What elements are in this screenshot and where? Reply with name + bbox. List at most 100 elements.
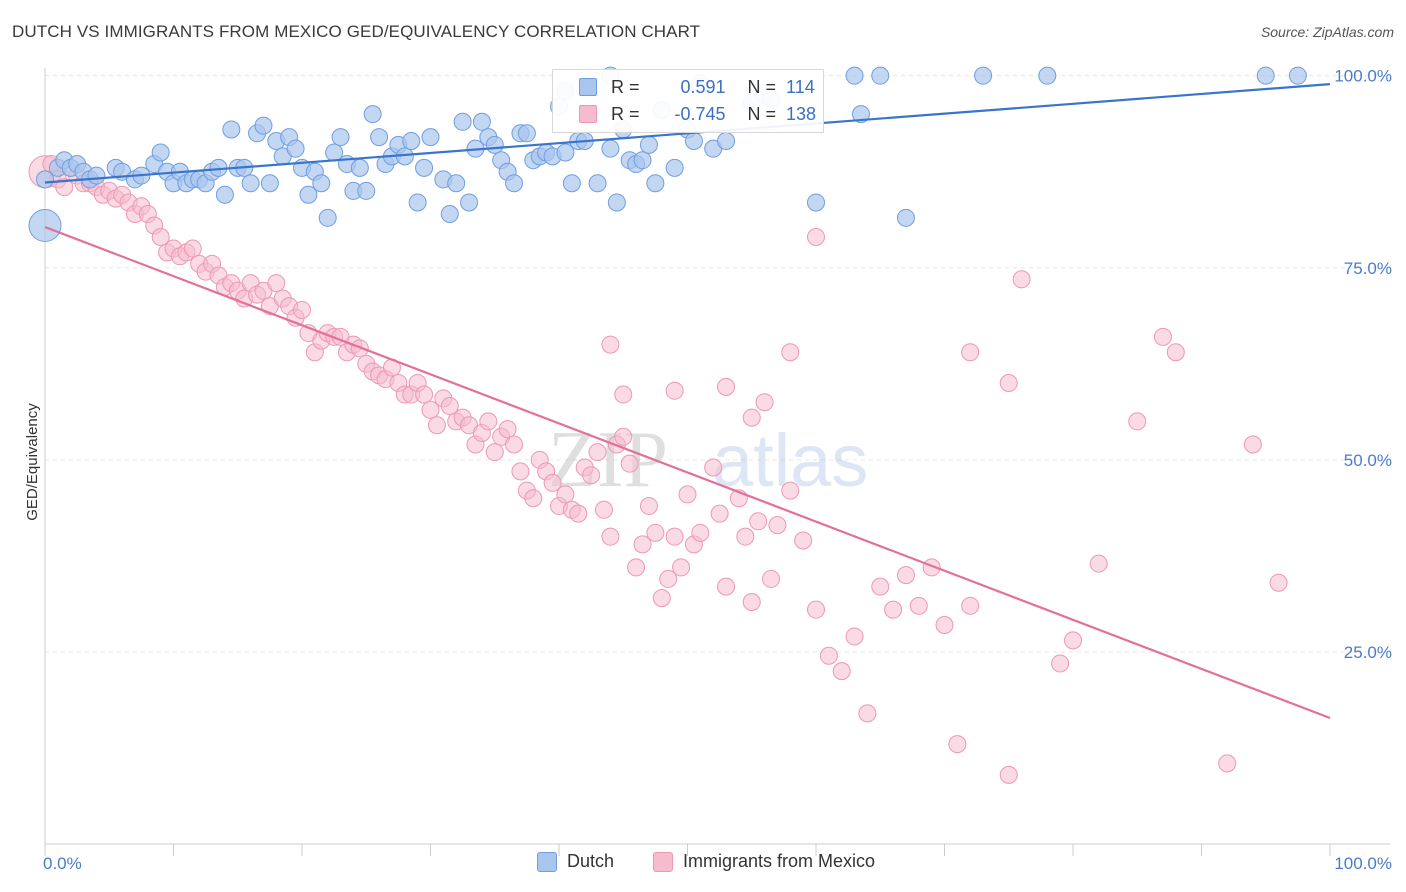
dutch-point [453,112,472,131]
dutch-point [807,193,825,212]
dutch-point [286,139,305,158]
mexico-point [498,420,517,439]
dutch-point [241,174,260,193]
mexico-point [511,462,530,481]
dutch-point [312,174,331,193]
trend-lines [44,83,1331,720]
axes [44,68,1390,856]
mexico-point [556,485,575,504]
mexico-point [1064,631,1082,650]
mexico-point [672,558,691,577]
dutch-point [215,185,234,204]
mexico-point [183,239,202,258]
mexico-point [781,481,800,500]
mexico-point [267,274,286,293]
mexico-point [1128,412,1147,431]
dutch-point [331,128,350,147]
r-value: -0.745 [674,103,726,124]
mexico-point [678,485,697,504]
dutch-point [36,170,54,189]
n-value: 138 [786,103,817,124]
mexico-legend-swatch [653,851,673,872]
mexico-point [293,301,311,320]
mexico-point [151,228,170,247]
mexico-point [485,443,504,462]
mexico-point [421,400,440,419]
mexico-point [832,662,851,681]
dutch-point [845,66,864,85]
mexico-point [614,385,633,404]
legend-label-mexico: Immigrants from Mexico [683,851,876,871]
grid-lines [45,75,1390,653]
legend-row-dutch: R = 0.591 N = 114 [553,74,815,100]
mexico-point [479,412,498,431]
watermark: ZIP atlas [548,416,868,504]
dutch-point [87,166,106,185]
dutch-point [350,158,369,177]
dutch-point [601,139,620,158]
mexico-point [646,523,665,542]
mexico-point [524,489,543,508]
n-label: N = [747,76,777,97]
mexico-point [794,531,813,550]
dutch-point [562,174,581,193]
mexico-point [569,504,588,523]
mexico-point [961,596,980,615]
dutch-point [472,112,491,131]
mexico-point [781,343,800,362]
mexico-point [1153,327,1172,346]
mexico-point [1166,343,1185,362]
series-mexico-points [28,155,1288,784]
mexico-point [415,385,434,404]
mexico-point [999,374,1018,393]
mexico-point [704,458,723,477]
dutch-point [254,116,273,135]
x-tick-label: 100.0% [1334,854,1392,873]
correlation-legend: R = 0.591 N = 114 R = -0.745 N = 138 [552,69,824,133]
tick-labels: 25.0% 50.0% 75.0% 100.0% 0.0% 100.0% [43,67,1392,873]
dutch-point [222,120,241,139]
mexico-point [871,577,890,596]
dutch-point [485,135,504,154]
dutch-point [357,181,376,200]
mexico-swatch [579,105,597,123]
dutch-point [665,158,684,177]
chart-title: DUTCH VS IMMIGRANTS FROM MEXICO GED/EQUI… [12,22,701,41]
r-value: 0.591 [680,76,726,97]
dutch-point [363,105,382,124]
dutch-point [684,131,703,150]
legend-item-mexico[interactable]: Immigrants from Mexico [653,851,875,872]
dutch-point [633,151,652,170]
mexico-point [691,523,710,542]
mexico-point [807,600,825,619]
dutch-point [415,158,434,177]
r-label: R = [611,76,640,97]
dutch-point [260,174,279,193]
y-tick-label: 25.0% [1344,643,1392,662]
mexico-point [762,569,781,588]
mexico-point [440,397,459,416]
mexico-point [935,616,954,635]
mexico-point [961,343,980,362]
mexico-point [614,427,633,446]
dutch-point [318,208,337,227]
dutch-point [447,174,466,193]
mexico-point [505,435,524,454]
dutch-point [871,66,890,85]
legend-row-mexico: R = -0.745 N = 138 [553,101,816,127]
mexico-point [639,496,658,515]
dutch-point [974,66,993,85]
mexico-point [594,500,613,519]
legend-item-dutch[interactable]: Dutch [537,851,614,872]
dutch-point [646,174,665,193]
mexico-point [665,527,684,546]
dutch-point [421,128,440,147]
y-axis-label: GED/Equivalency [24,403,41,521]
dutch-point [639,135,658,154]
mexico-point [717,377,736,396]
n-label: N = [747,103,777,124]
mexico-point [588,443,607,462]
mexico-point [755,393,774,412]
dutch-point [556,143,575,162]
mexico-point [858,704,877,723]
